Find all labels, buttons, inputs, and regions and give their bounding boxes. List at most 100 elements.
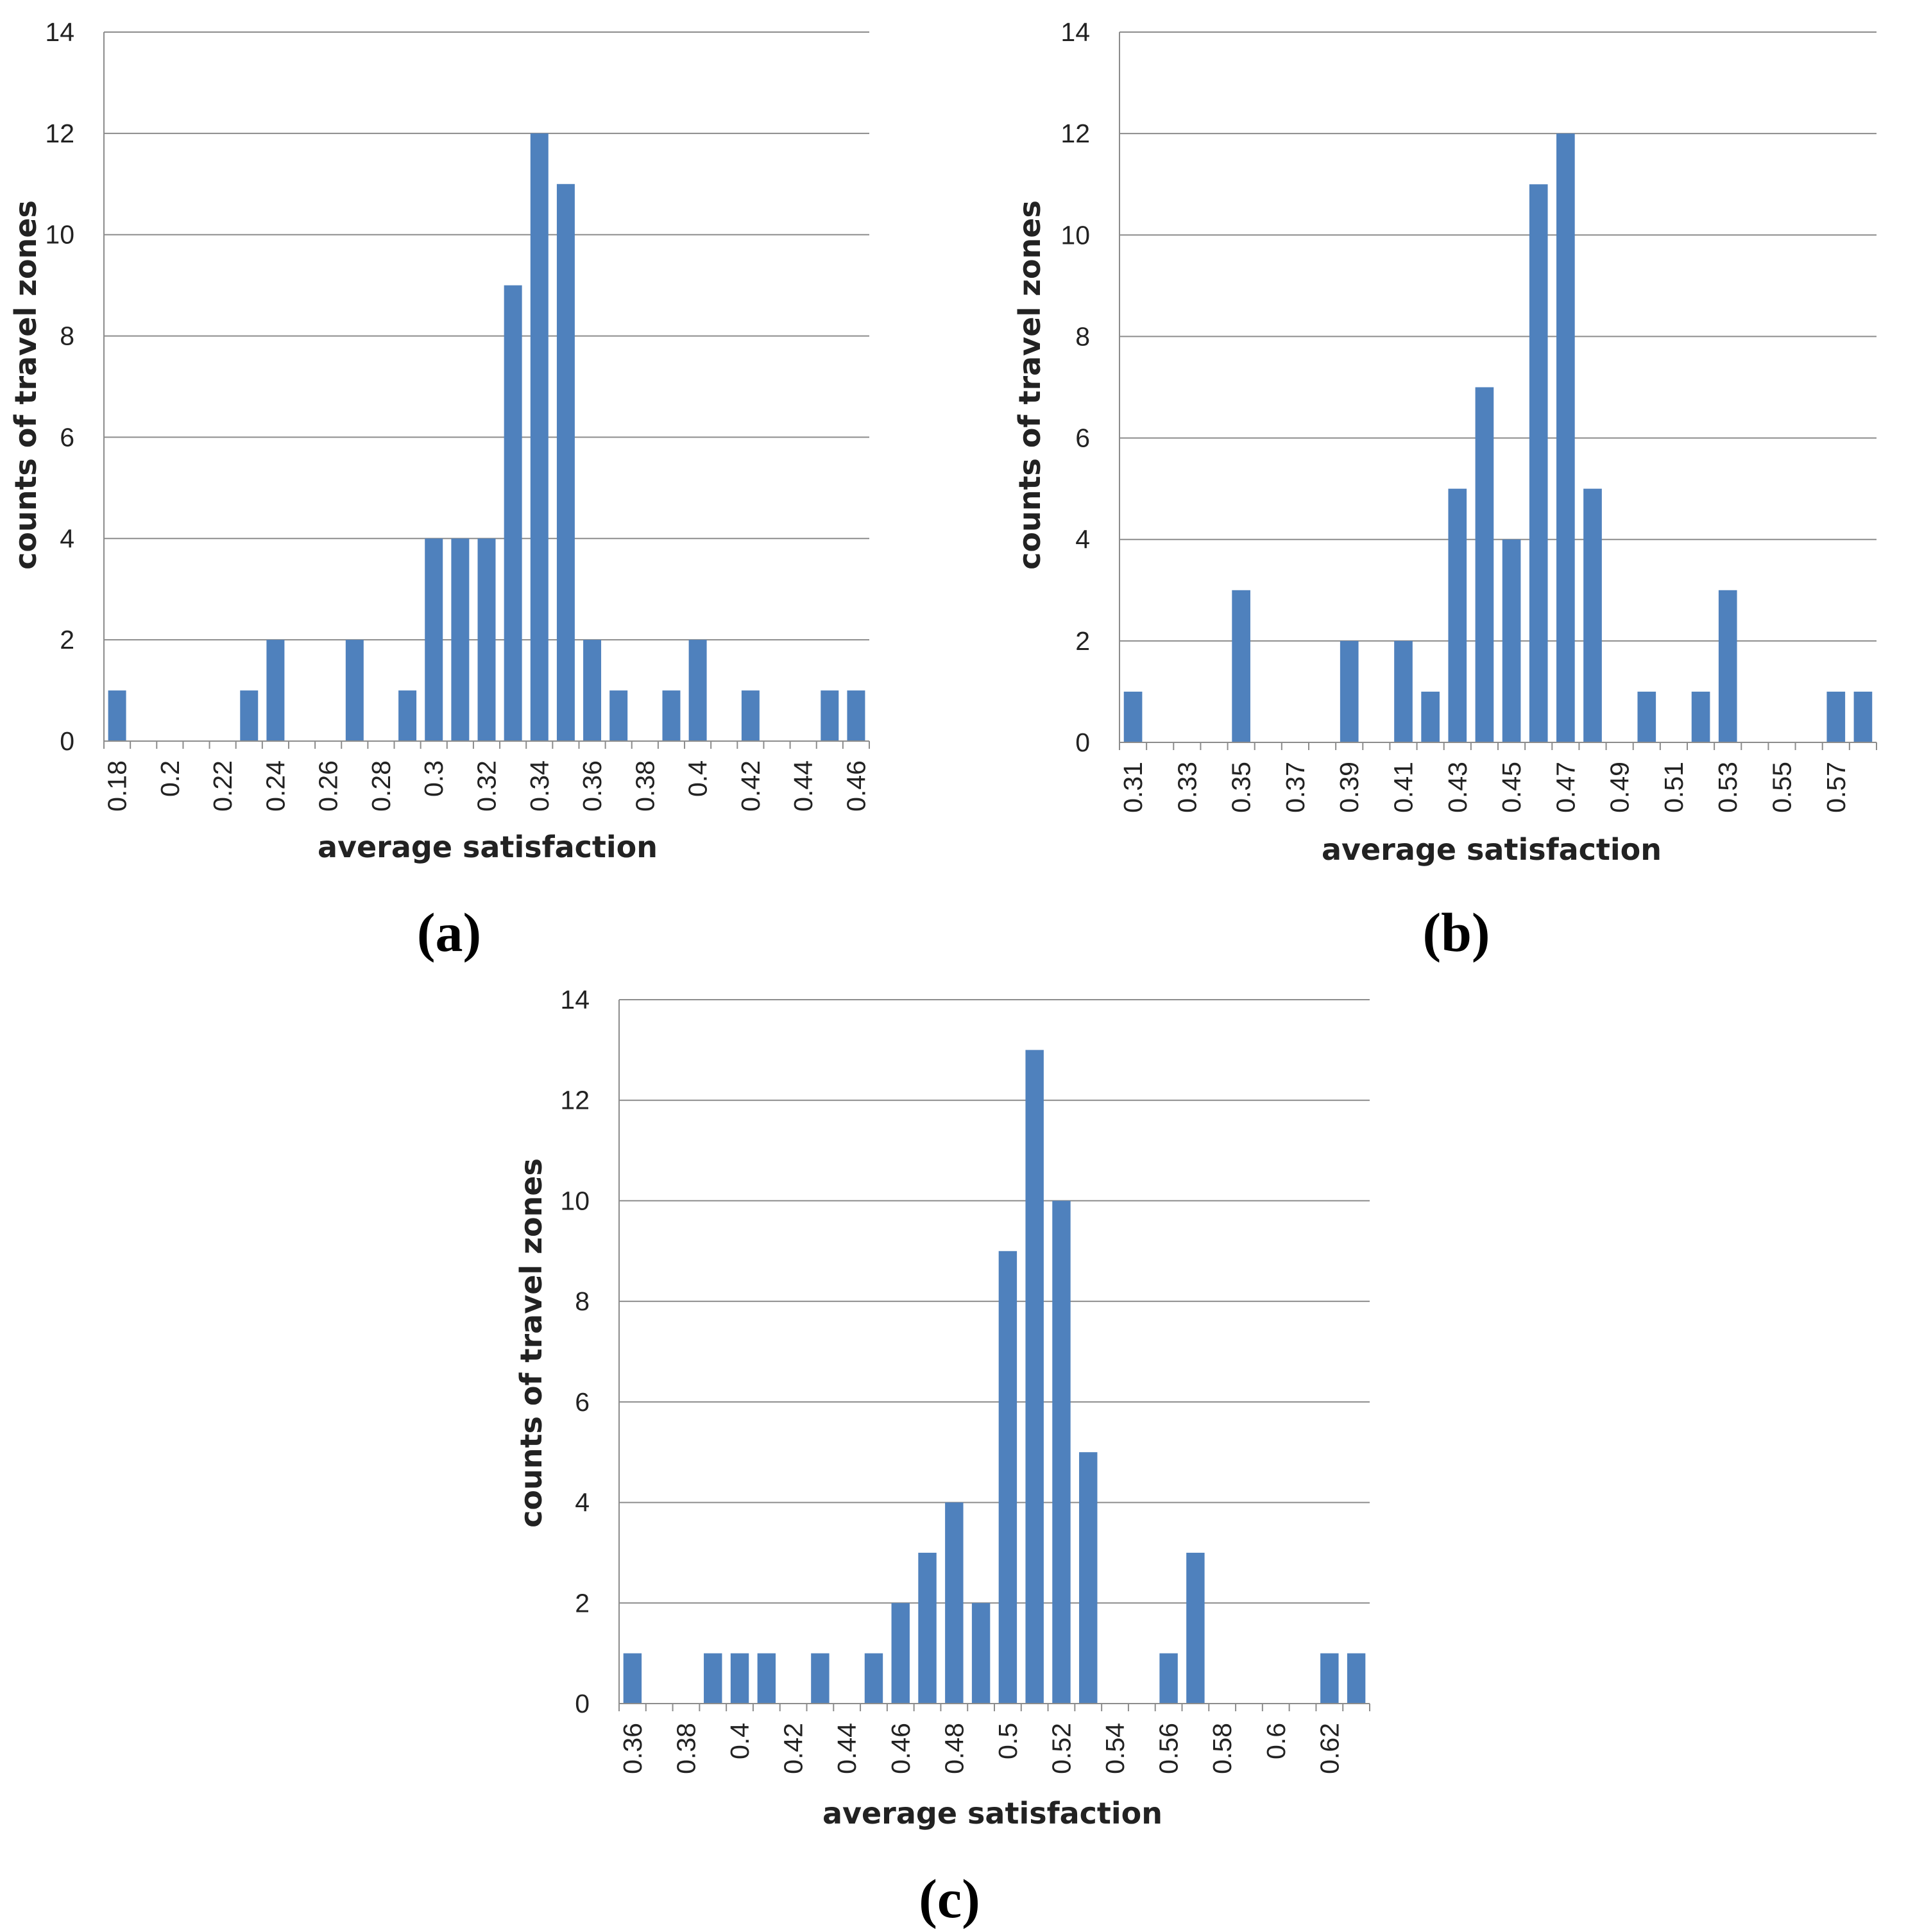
- chart-c-x-tick-label: 0.46: [886, 1723, 915, 1774]
- chart-c-x-tick-label: 0.58: [1207, 1723, 1237, 1774]
- chart-b-gridlines: [1119, 31, 1877, 642]
- chart-b-bar-0.53: [1718, 590, 1737, 742]
- chart-c-x-axis-label: average satisfaction: [822, 1796, 1162, 1831]
- chart-b-x-tick-label: 0.47: [1551, 762, 1580, 813]
- chart-b-y-tick-label: 4: [1075, 525, 1090, 554]
- chart-c-y-tick-label: 14: [560, 985, 590, 1014]
- chart-c-y-tick-labels: 0 2 4 6 8 10 12 14: [560, 985, 590, 1718]
- chart-c-x-tick-label: 0.44: [832, 1723, 862, 1774]
- chart-c-bar-0.57: [1186, 1552, 1205, 1704]
- chart-a-bar-0.32: [477, 538, 496, 741]
- chart-b-bar-0.39: [1340, 640, 1359, 742]
- chart-b-y-axis-label: counts of travel zones: [1012, 200, 1047, 570]
- chart-b-x-tick-label: 0.31: [1118, 762, 1148, 813]
- chart-c-bar-0.46: [891, 1603, 910, 1704]
- chart-c-bar-0.52: [1052, 1201, 1071, 1704]
- chart-c-bar-0.43: [811, 1653, 830, 1704]
- chart-a-bar-0.29: [398, 690, 417, 741]
- chart-b-bar-0.35: [1232, 590, 1250, 742]
- chart-a-bar-0.3: [425, 538, 443, 741]
- chart-b-bar-0.42: [1421, 691, 1440, 742]
- chart-a-x-tick-label: 0.34: [525, 760, 554, 812]
- chart-b-y-tick-label: 0: [1075, 728, 1090, 757]
- chart-c-y-tick-label: 6: [575, 1387, 590, 1417]
- chart-a-y-tick-labels: 0 2 4 6 8 10 12 14: [45, 17, 74, 756]
- chart-a-bar-0.4: [688, 640, 707, 741]
- chart-b-x-tick-label: 0.39: [1334, 762, 1364, 813]
- chart-b-x-tick-label: 0.53: [1713, 762, 1742, 813]
- chart-c-bar-0.47: [918, 1552, 937, 1704]
- chart-c-x-tick-label: 0.62: [1315, 1723, 1344, 1774]
- chart-b-y-tick-labels: 0 2 4 6 8 10 12 14: [1060, 17, 1090, 757]
- chart-b-y-tick-label: 14: [1060, 17, 1090, 47]
- chart-b-y-tick-label: 10: [1060, 220, 1090, 250]
- chart-a-bar-0.42: [741, 690, 760, 741]
- chart-a-x-tick-label: 0.2: [155, 760, 185, 797]
- chart-c-bar-0.39: [704, 1653, 722, 1704]
- chart-a-y-tick-label: 14: [45, 17, 74, 47]
- chart-b-x-tick-label: 0.35: [1227, 762, 1256, 813]
- chart-c-x-tick-label: 0.4: [725, 1723, 754, 1759]
- chart-a-x-tick-label: 0.26: [314, 760, 343, 812]
- chart-panel-a: 0 2 4 6 8 10 12 14 0.18 0.2 0.22 0.24 0.26 0.28 0.3 0.…: [0, 0, 937, 962]
- chart-a-y-tick-label: 0: [60, 726, 74, 756]
- chart-a-axes: [103, 32, 870, 749]
- chart-c-y-tick-label: 4: [575, 1488, 590, 1517]
- chart-a-x-tick-label: 0.38: [630, 760, 660, 812]
- chart-c-x-tick-label: 0.5: [993, 1723, 1023, 1759]
- chart-a-bar-0.45: [821, 690, 839, 741]
- chart-a-y-tick-label: 12: [45, 119, 74, 148]
- chart-a-x-tick-label: 0.36: [577, 760, 607, 812]
- chart-c-bar-0.51: [1025, 1050, 1044, 1704]
- chart-c-bar-0.62: [1320, 1653, 1339, 1704]
- chart-b-x-tick-label: 0.55: [1767, 762, 1797, 813]
- chart-a-x-tick-label: 0.42: [736, 760, 765, 812]
- chart-a-gridlines: [104, 31, 869, 641]
- chart-a-bar-0.31: [451, 538, 470, 741]
- chart-c-x-tick-label: 0.56: [1154, 1723, 1184, 1774]
- chart-a-y-tick-label: 2: [60, 625, 74, 654]
- chart-a-bar-0.46: [847, 690, 865, 741]
- chart-a-bar-0.27: [345, 640, 364, 741]
- chart-b-x-tick-label: 0.33: [1172, 762, 1202, 813]
- chart-a-x-tick-label: 0.32: [472, 760, 502, 812]
- chart-c-bar-0.63: [1347, 1653, 1366, 1704]
- chart-a-y-tick-label: 4: [60, 524, 74, 553]
- chart-c-bars: [623, 1050, 1366, 1704]
- chart-a-y-tick-label: 8: [60, 321, 74, 351]
- chart-c-y-tick-label: 2: [575, 1588, 590, 1618]
- chart-a-x-tick-label: 0.3: [419, 760, 448, 797]
- chart-b-svg: 0 2 4 6 8 10 12 14 0.31 0.33 0.35 0.37 0.39 0.41 0.43…: [1012, 17, 1877, 962]
- chart-b-y-tick-label: 12: [1060, 119, 1090, 148]
- chart-b-x-tick-label: 0.51: [1659, 762, 1689, 813]
- chart-a-panel-label: (a): [417, 902, 481, 962]
- chart-b-x-tick-labels: 0.31 0.33 0.35 0.37 0.39 0.41 0.43 0.45 0.47 0.49…: [1118, 762, 1851, 813]
- chart-c-x-tick-label: 0.52: [1046, 1723, 1076, 1774]
- chart-b-bar-0.52: [1691, 691, 1710, 742]
- chart-b-bar-0.44: [1475, 387, 1494, 742]
- chart-b-panel-label: (b): [1422, 902, 1490, 962]
- chart-b-x-tick-label: 0.37: [1281, 762, 1310, 813]
- chart-c-x-tick-label: 0.6: [1261, 1723, 1291, 1759]
- chart-c-bar-0.56: [1159, 1653, 1178, 1704]
- chart-a-bar-0.33: [504, 285, 522, 742]
- chart-c-gridlines: [619, 999, 1370, 1604]
- chart-c-x-tick-label: 0.36: [618, 1723, 647, 1774]
- chart-c-bar-0.49: [971, 1603, 991, 1704]
- chart-c-axes: [618, 1000, 1370, 1711]
- chart-c-x-tick-labels: 0.36 0.38 0.4 0.42 0.44 0.46 0.48 0.5 0.52 0.54 0.…: [618, 1723, 1344, 1774]
- chart-c-bar-0.41: [757, 1653, 776, 1704]
- chart-c-x-tick-label: 0.42: [779, 1723, 808, 1774]
- chart-c-y-tick-label: 0: [575, 1689, 590, 1718]
- chart-a-bar-0.36: [583, 640, 602, 741]
- chart-b-x-tick-label: 0.43: [1443, 762, 1472, 813]
- chart-a-x-tick-label: 0.18: [103, 760, 132, 812]
- chart-a-bar-0.18: [108, 690, 126, 741]
- chart-b-y-tick-label: 2: [1075, 626, 1090, 656]
- chart-c-y-tick-label: 10: [560, 1186, 590, 1215]
- chart-c-panel-label: (c): [919, 1868, 980, 1929]
- chart-c-y-tick-label: 8: [575, 1287, 590, 1316]
- chart-a-bars: [108, 133, 865, 742]
